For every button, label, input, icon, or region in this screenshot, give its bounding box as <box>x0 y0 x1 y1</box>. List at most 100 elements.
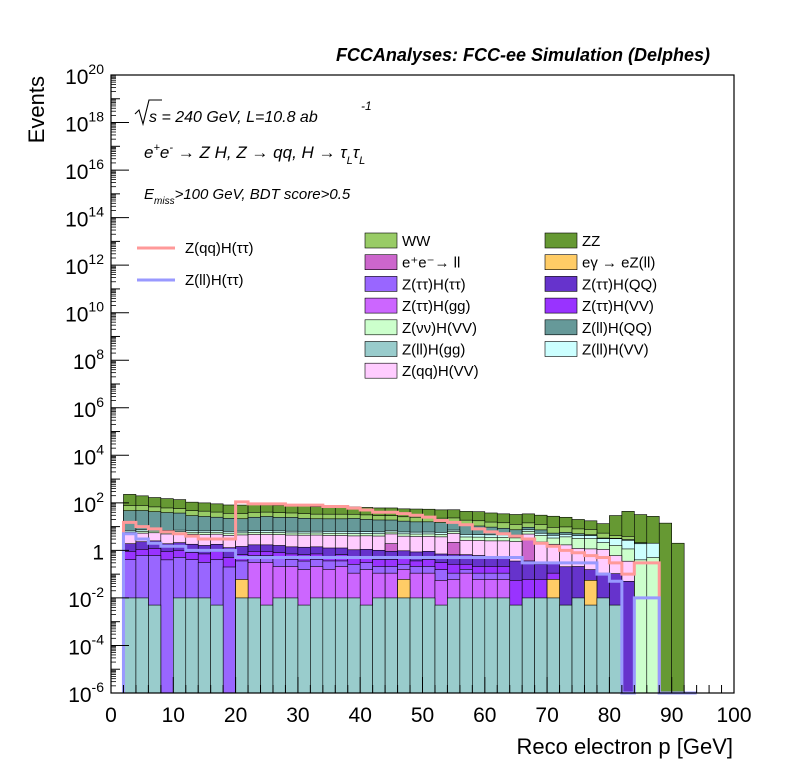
legend-label-Zll_HVV: Z(ll)H(VV) <box>582 342 649 359</box>
signal-legend: Z(qq)H(ττ) Z(ll)H(ττ) <box>137 240 254 289</box>
bar-Ztautau_Htautau-bin-8 <box>222 566 236 694</box>
svg-text:e+e- → Z H, Z → qq, H → τLτL: e+e- → Z H, Z → qq, H → τLτL <box>144 142 365 167</box>
bar-Zll_Hgg-bin-18 <box>347 597 361 694</box>
bar-Zll_Hgg-bin-31 <box>509 604 523 694</box>
bar-Zll_Hgg-bin-39 <box>609 604 623 694</box>
bar-Zll_Hgg-bin-38 <box>596 597 610 694</box>
legend-label-Zll_HQQ: Z(ll)H(QQ) <box>582 320 652 337</box>
y-tick-label: 102 <box>73 489 104 517</box>
svg-text:Emiss>100 GeV, BDT score>0.5: Emiss>100 GeV, BDT score>0.5 <box>144 186 351 207</box>
legend-swatch-ee_ll <box>364 254 398 270</box>
x-axis-label: Reco electron p [GeV] <box>517 734 733 759</box>
signal-line-sig_qq <box>121 500 697 695</box>
y-tick-label: 1012 <box>65 251 104 279</box>
legend-label-egamma: eγ → eZ(ll) <box>582 255 655 272</box>
svg-text:s = 240 GeV, L=10.8 ab: s = 240 GeV, L=10.8 ab <box>149 109 318 126</box>
signal-histograms <box>121 500 697 695</box>
legend-label-ee_ll: e⁺e⁻→ ll <box>402 255 460 272</box>
bar-Zll_Hgg-bin-23 <box>409 597 423 694</box>
legend-swatch-egamma <box>544 254 578 270</box>
x-tick-label: 60 <box>473 704 496 727</box>
legend-swatch-Zll_Hgg <box>364 341 398 357</box>
legend-swatch-Ztautau_Htautau <box>364 276 398 292</box>
legend-swatch-WW <box>364 232 398 249</box>
x-tick-label: 0 <box>105 704 117 727</box>
legend-swatch-Zqq_HVV <box>364 362 398 379</box>
legend-label-Zqq_HVV: Z(qq)H(VV) <box>402 363 479 380</box>
bar-Zll_Hgg-bin-35 <box>559 604 573 694</box>
bar-Zll_Hgg-bin-20 <box>372 597 386 694</box>
bar-Znunu_HVV-bin-41 <box>634 559 648 694</box>
stacked-histogram <box>123 494 685 694</box>
energy-lumi-annotation: s = 240 GeV, L=10.8 ab -1 <box>134 99 372 127</box>
bar-Zll_Hgg-bin-25 <box>434 604 448 694</box>
bar-Zll_Hgg-bin-12 <box>272 597 286 694</box>
cuts-annotation: Emiss>100 GeV, BDT score>0.5 <box>144 186 351 207</box>
bar-Zll_Hgg-bin-1 <box>135 597 149 694</box>
bar-Znunu_HVV-bin-42 <box>646 557 660 694</box>
x-tick-label: 50 <box>411 704 434 727</box>
bar-Zll_Hgg-bin-5 <box>185 597 199 694</box>
x-tick-label: 20 <box>224 704 247 727</box>
legend-swatch-Znunu_HVV <box>364 319 398 336</box>
y-axis: 10-6 10-4 10-2 1 102 104 106 108 1010 1012 1014 101… <box>65 61 129 707</box>
y-tick-label: 1 <box>92 541 104 564</box>
bar-Ztautau_Htautau-bin-3 <box>160 559 174 694</box>
bar-Zll_Hgg-bin-9 <box>235 597 249 694</box>
bar-Ztautau_HQQ-bin-40 <box>621 581 635 694</box>
bar-Zll_Hgg-bin-10 <box>247 597 261 694</box>
bar-Zll_Hgg-bin-4 <box>173 597 187 694</box>
bar-Zll_Hgg-bin-27 <box>459 597 473 694</box>
y-tick-label: 108 <box>73 346 104 374</box>
x-tick-label: 80 <box>598 704 621 727</box>
bar-Zll_Hgg-bin-37 <box>584 604 598 694</box>
y-tick-label: 10-2 <box>68 584 104 612</box>
y-tick-label: 1010 <box>65 299 104 327</box>
legend-swatch-Ztautau_HQQ <box>544 276 578 292</box>
bar-Zll_Hgg-bin-34 <box>546 597 560 694</box>
legend-swatch-ZZ <box>544 232 578 249</box>
bar-Zll_Hgg-bin-14 <box>297 604 311 694</box>
legend-label-Ztautau_Htautau: Z(ττ)H(ττ) <box>402 276 466 293</box>
y-tick-label: 1014 <box>65 204 104 232</box>
y-axis-label: Events <box>24 76 49 143</box>
x-tick-label: 70 <box>535 704 558 727</box>
bar-Zll_Hgg-bin-16 <box>322 597 336 694</box>
bar-ZZ-bin-43 <box>658 522 672 694</box>
x-tick-label: 90 <box>660 704 683 727</box>
legend-swatch-Zll_HVV <box>544 341 578 357</box>
legend-label-Ztautau_HQQ: Z(ττ)H(QQ) <box>582 276 657 293</box>
y-tick-label: 1020 <box>65 61 104 89</box>
bar-ZZ-bin-44 <box>671 542 685 694</box>
legend-label-ZZ: ZZ <box>582 233 600 250</box>
bar-Zll_Hgg-bin-19 <box>359 604 373 694</box>
bar-Zll_Hgg-bin-28 <box>472 597 486 694</box>
y-tick-label: 104 <box>73 441 104 469</box>
bar-Zll_Hgg-bin-15 <box>310 597 324 694</box>
y-tick-label: 1018 <box>65 109 104 137</box>
y-tick-label: 1016 <box>65 156 104 184</box>
legend-label-Zll_Hgg: Z(ll)H(gg) <box>402 342 465 359</box>
background-legend: WW ZZ e⁺e⁻→ ll eγ → eZ(ll) Z(ττ)H(ττ) Z(ττ)H(… <box>364 232 657 380</box>
legend-label-sig_qq: Z(qq)H(ττ) <box>185 240 254 257</box>
y-tick-label: 10-4 <box>68 631 104 659</box>
legend-swatch-Ztautau_Hgg <box>364 297 398 314</box>
bar-Zll_Hgg-bin-32 <box>521 597 535 694</box>
bar-Zll_Hgg-bin-24 <box>422 597 436 694</box>
bar-Zll_Hgg-bin-26 <box>447 597 461 694</box>
bar-Zll_Hgg-bin-6 <box>197 597 211 694</box>
x-axis: 0 10 20 30 40 50 60 70 80 90 100 <box>105 677 752 727</box>
legend-swatch-Zll_HQQ <box>544 319 578 336</box>
legend-swatch-Ztautau_HVV <box>544 297 578 314</box>
bar-Zll_Hgg-bin-11 <box>260 604 274 694</box>
bar-Zll_Hgg-bin-36 <box>571 597 585 694</box>
svg-text:-1: -1 <box>361 99 372 113</box>
x-tick-label: 10 <box>162 704 185 727</box>
bar-Zll_Hgg-bin-21 <box>384 597 398 694</box>
bar-Zll_Hgg-bin-33 <box>534 597 548 694</box>
bar-Zll_Hgg-bin-30 <box>496 597 511 694</box>
bar-Zll_Hgg-bin-13 <box>285 597 299 694</box>
bar-Zll_Hgg-bin-7 <box>210 604 224 694</box>
x-tick-label: 100 <box>716 704 751 727</box>
